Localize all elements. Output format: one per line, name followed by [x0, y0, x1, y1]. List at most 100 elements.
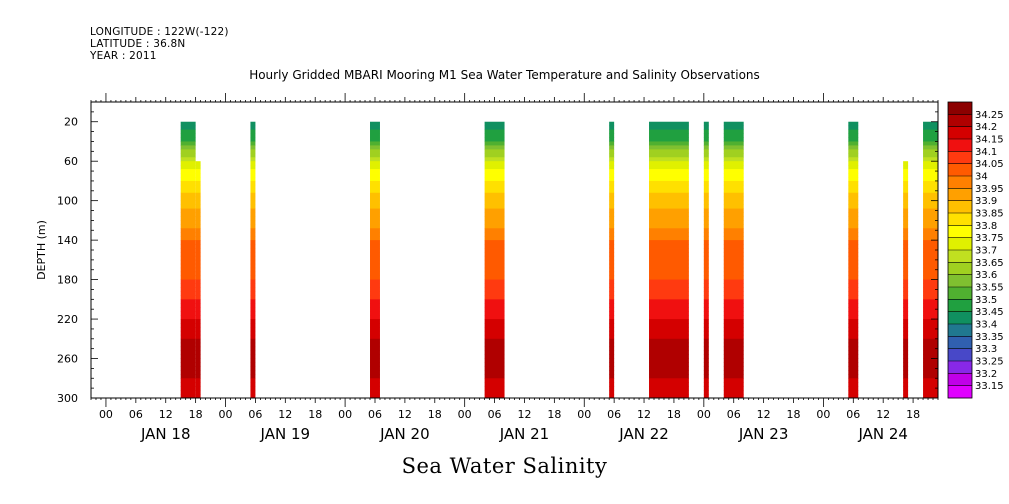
salinity-cell [723, 220, 744, 225]
salinity-cell [195, 236, 201, 241]
salinity-cell [180, 232, 196, 237]
salinity-cell [703, 271, 709, 277]
salinity-cell [250, 232, 256, 237]
data-column [923, 121, 938, 399]
data-column [903, 161, 909, 399]
salinity-cell [180, 141, 196, 146]
y-tick-label: 100 [57, 195, 78, 208]
salinity-cell [649, 173, 689, 178]
x-tick-label: 06 [368, 408, 382, 421]
salinity-cell [848, 362, 859, 367]
salinity-cell [723, 248, 744, 253]
salinity-cell [848, 374, 859, 379]
salinity-cell [903, 220, 909, 225]
salinity-cell [848, 330, 859, 336]
salinity-cell [923, 251, 938, 257]
salinity-cell [903, 263, 909, 269]
salinity-cell [484, 157, 505, 162]
colorbar-label: 33.2 [975, 369, 997, 380]
salinity-cell [250, 271, 256, 277]
salinity-cell [370, 319, 380, 324]
salinity-cell [609, 299, 615, 304]
salinity-cell [250, 303, 256, 308]
salinity-cell [609, 184, 615, 190]
colorbar-label: 33.25 [975, 357, 1004, 368]
salinity-cell [195, 173, 201, 178]
salinity-cell [180, 259, 196, 265]
salinity-cell [703, 354, 709, 359]
salinity-cell [703, 141, 709, 146]
salinity-cell [484, 291, 505, 296]
salinity-cell [903, 240, 909, 245]
salinity-cell [723, 319, 744, 324]
salinity-cell [180, 350, 196, 355]
salinity-cell [923, 220, 938, 225]
salinity-cell [923, 169, 938, 174]
salinity-cell [609, 295, 615, 300]
salinity-cell [723, 165, 744, 170]
salinity-cell [250, 216, 256, 221]
salinity-cell [195, 338, 201, 344]
salinity-cell [649, 330, 689, 336]
x-tick-label: 12 [159, 408, 173, 421]
x-day-label: JAN 22 [618, 425, 669, 443]
salinity-cell [649, 275, 689, 280]
salinity-cell [370, 200, 380, 206]
salinity-cell [484, 378, 505, 383]
salinity-cell [703, 342, 709, 348]
salinity-cell [370, 184, 380, 190]
salinity-cell [903, 196, 909, 202]
salinity-cell [180, 255, 196, 261]
salinity-cell [848, 378, 859, 383]
salinity-cell [609, 279, 615, 284]
salinity-cell [250, 196, 256, 202]
salinity-cell [180, 319, 196, 324]
salinity-cell [370, 279, 380, 284]
salinity-cell [180, 165, 196, 170]
salinity-cell [649, 307, 689, 312]
salinity-cell [609, 141, 615, 146]
data-column [703, 121, 709, 399]
salinity-cell [848, 295, 859, 300]
salinity-cell [649, 165, 689, 170]
salinity-cell [923, 323, 938, 328]
salinity-cell [703, 236, 709, 241]
salinity-cell [609, 275, 615, 280]
salinity-cell [609, 161, 615, 166]
salinity-cell [923, 192, 938, 198]
salinity-cell [723, 346, 744, 352]
salinity-cell [370, 283, 380, 288]
salinity-cell [250, 350, 256, 355]
salinity-cell [370, 251, 380, 257]
data-layer [180, 121, 938, 399]
salinity-cell [370, 137, 380, 142]
x-tick-label: 06 [129, 408, 143, 421]
salinity-cell [180, 295, 196, 300]
salinity-cell [649, 184, 689, 190]
salinity-cell [848, 141, 859, 146]
x-tick-label: 18 [667, 408, 681, 421]
salinity-cell [195, 176, 201, 182]
colorbar-swatch [948, 299, 972, 312]
salinity-cell [923, 295, 938, 300]
salinity-cell [250, 212, 256, 217]
salinity-cell [649, 145, 689, 150]
salinity-cell [848, 240, 859, 245]
salinity-cell [484, 169, 505, 174]
colorbar-label: 34.05 [975, 159, 1004, 170]
salinity-cell [250, 259, 256, 265]
salinity-cell [484, 228, 505, 233]
colorbar-swatch [948, 176, 972, 189]
salinity-cell [250, 145, 256, 150]
salinity-cell [923, 378, 938, 383]
salinity-cell [250, 208, 256, 213]
salinity-cell [195, 299, 201, 304]
salinity-cell [484, 287, 505, 292]
salinity-cell [484, 390, 505, 395]
salinity-cell [195, 291, 201, 296]
salinity-cell [370, 141, 380, 146]
salinity-cell [250, 311, 256, 316]
salinity-cell [609, 188, 615, 194]
salinity-cell [370, 390, 380, 395]
salinity-cell [609, 370, 615, 375]
